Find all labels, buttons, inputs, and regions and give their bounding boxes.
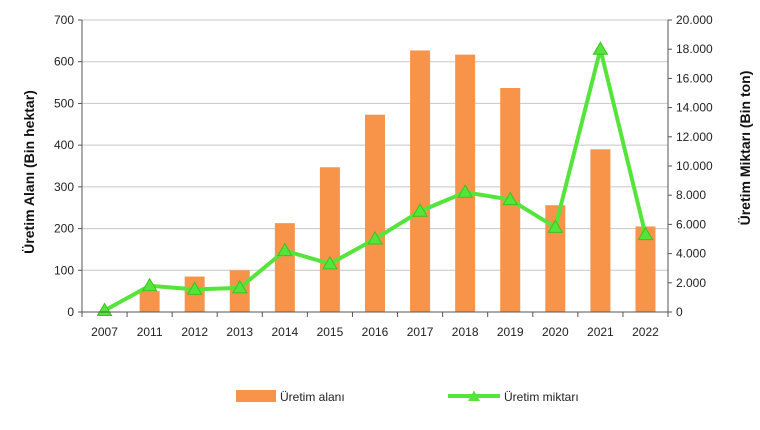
- left-tick-label: 0: [67, 305, 74, 319]
- left-axis-title: Üretim Alanı (Bin hektar): [21, 90, 37, 254]
- line-marker-2022: [637, 226, 654, 241]
- right-tick-label: 20.000: [676, 13, 713, 27]
- line-marker-2011: [141, 277, 158, 292]
- right-tick-label: 4.000: [676, 247, 706, 261]
- line-marker-2017: [412, 203, 428, 217]
- line-marker-2015: [322, 255, 338, 270]
- x-tick-label-2013: 2013: [226, 325, 253, 339]
- x-tick-label-2017: 2017: [407, 325, 434, 339]
- left-tick-label: 500: [54, 96, 74, 110]
- line-marker-2013: [231, 279, 248, 294]
- x-tick-label-2012: 2012: [181, 325, 208, 339]
- line-series: [96, 41, 654, 317]
- line-marker-2016: [367, 231, 383, 245]
- x-tick-label-2015: 2015: [317, 325, 344, 339]
- legend-marker: [468, 390, 480, 401]
- bar-series: [139, 50, 656, 313]
- right-tick-label: 10.000: [676, 159, 713, 173]
- legend: Üretim alanı Üretim miktarı: [236, 390, 579, 404]
- right-tick-label: 2.000: [676, 276, 706, 290]
- line-marker-2012: [186, 281, 203, 295]
- x-tick-label-2019: 2019: [497, 325, 524, 339]
- right-tick-label: 0: [676, 305, 683, 319]
- bar-2017: [410, 50, 431, 313]
- x-tick-label-2022: 2022: [632, 325, 659, 339]
- left-tick-label: 200: [54, 222, 74, 236]
- left-tick-label: 700: [54, 13, 74, 27]
- bar-2014: [274, 223, 295, 312]
- x-tick-label-2007: 2007: [91, 325, 118, 339]
- right-tick-label: 8.000: [676, 188, 706, 202]
- x-tick-label-2011: 2011: [137, 325, 163, 339]
- x-axis-ticks: 2007 2011 2012 2013 2014 2015 2016 2017 2018 2019…: [81, 312, 669, 339]
- right-axis-title: Üretim Miktarı (Bin ton): [737, 71, 753, 226]
- bar-2016: [365, 114, 385, 312]
- right-tick-label: 18.000: [676, 42, 713, 56]
- right-axis-ticks: 0 2.000 4.000 6.000 8.000 10.000 12.000 14.000 1…: [668, 13, 713, 319]
- right-tick-label: 12.000: [676, 130, 713, 144]
- legend-swatch-bar: [236, 390, 276, 402]
- line-marker-2018: [457, 184, 474, 198]
- x-tick-label-2016: 2016: [362, 325, 389, 339]
- bar-2018: [455, 54, 476, 312]
- right-tick-label: 6.000: [676, 217, 706, 231]
- left-tick-label: 300: [54, 180, 74, 194]
- x-tick-label-2020: 2020: [542, 325, 569, 339]
- line-marker-2019: [502, 191, 519, 206]
- x-tick-label-2021: 2021: [587, 325, 614, 339]
- legend-label-bar: Üretim alanı: [280, 390, 345, 404]
- left-tick-label: 100: [54, 263, 74, 277]
- bar-2022: [635, 226, 656, 312]
- right-tick-label: 16.000: [676, 71, 713, 85]
- line-marker-2021: [592, 41, 609, 55]
- left-tick-label: 400: [54, 138, 74, 152]
- left-axis-ticks: 0 100 200 300 400 500 600 700: [54, 13, 82, 319]
- x-tick-label-2018: 2018: [452, 325, 479, 339]
- line-marker-2020: [547, 219, 564, 233]
- bar-2021: [590, 149, 611, 312]
- bar-2015: [319, 167, 340, 312]
- line-marker-2014: [276, 242, 293, 257]
- right-tick-label: 14.000: [676, 101, 713, 115]
- bar-2011: [139, 291, 160, 312]
- left-tick-label: 600: [54, 55, 74, 69]
- line-marker-2007: [96, 302, 113, 317]
- x-tick-label-2014: 2014: [271, 325, 298, 339]
- legend-label-line: Üretim miktarı: [504, 390, 579, 404]
